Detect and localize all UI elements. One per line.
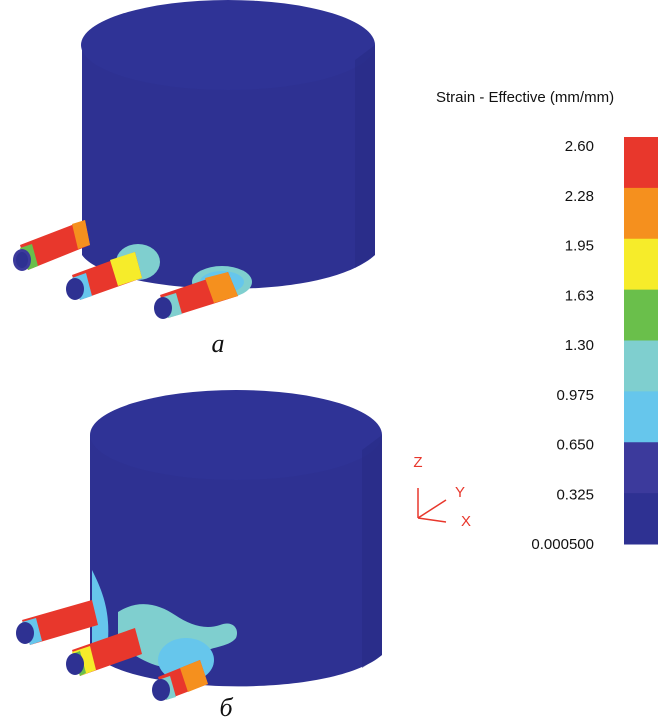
legend-tick-label: 0.975 (556, 387, 594, 404)
legend-swatch-3 (624, 238, 658, 291)
axis-x-label: X (461, 513, 471, 530)
legend-tick-label: 2.60 (565, 138, 594, 155)
vessel-a-top (81, 0, 375, 90)
caption-a: а (212, 329, 225, 358)
vessel-model-b (16, 390, 382, 701)
axis-y-line (417, 499, 447, 519)
legend-swatch-4 (624, 289, 658, 342)
legend-tick-label: 0.325 (556, 486, 594, 503)
legend-swatch-5 (624, 340, 658, 392)
legend-swatch-2 (624, 187, 658, 240)
legend-ticks: 2.60 2.28 1.95 1.63 1.30 0.975 0.650 0.325 0.000… (531, 138, 594, 553)
nozzle-a-3 (154, 272, 238, 319)
legend-tick-label: 1.63 (565, 287, 594, 304)
legend-colorbar (624, 137, 658, 545)
legend-swatch-7 (624, 442, 658, 494)
nozzle-a-2 (66, 252, 142, 300)
legend-tick-label: 0.650 (556, 437, 594, 454)
axes-triad: Z Y X (413, 454, 471, 530)
vessel-b-top (90, 390, 382, 480)
nozzle-b-3 (152, 660, 208, 701)
nozzle-b-1 (16, 600, 98, 645)
axis-x-line (417, 517, 447, 523)
legend-title: Strain - Effective (mm/mm) (436, 89, 614, 106)
nozzle-b-2 (66, 628, 142, 676)
legend-tick-label: 2.28 (565, 188, 594, 205)
nozzle-a-1 (13, 220, 90, 271)
legend-tick-label: 1.95 (565, 238, 594, 255)
vessel-a-body (82, 45, 375, 289)
legend-tick-label: 0.000500 (531, 536, 594, 553)
legend-swatch-8 (624, 493, 658, 545)
axis-y-label: Y (455, 484, 465, 501)
legend-swatch-6 (624, 391, 658, 443)
legend-tick-label: 1.30 (565, 337, 594, 354)
strain-legend: Strain - Effective (mm/mm) 2.60 2.28 1.95 1… (436, 89, 658, 553)
caption-b: б (219, 693, 233, 722)
axis-z-label: Z (413, 454, 422, 471)
legend-swatch-1 (624, 137, 658, 189)
vessel-model-a (13, 0, 375, 319)
